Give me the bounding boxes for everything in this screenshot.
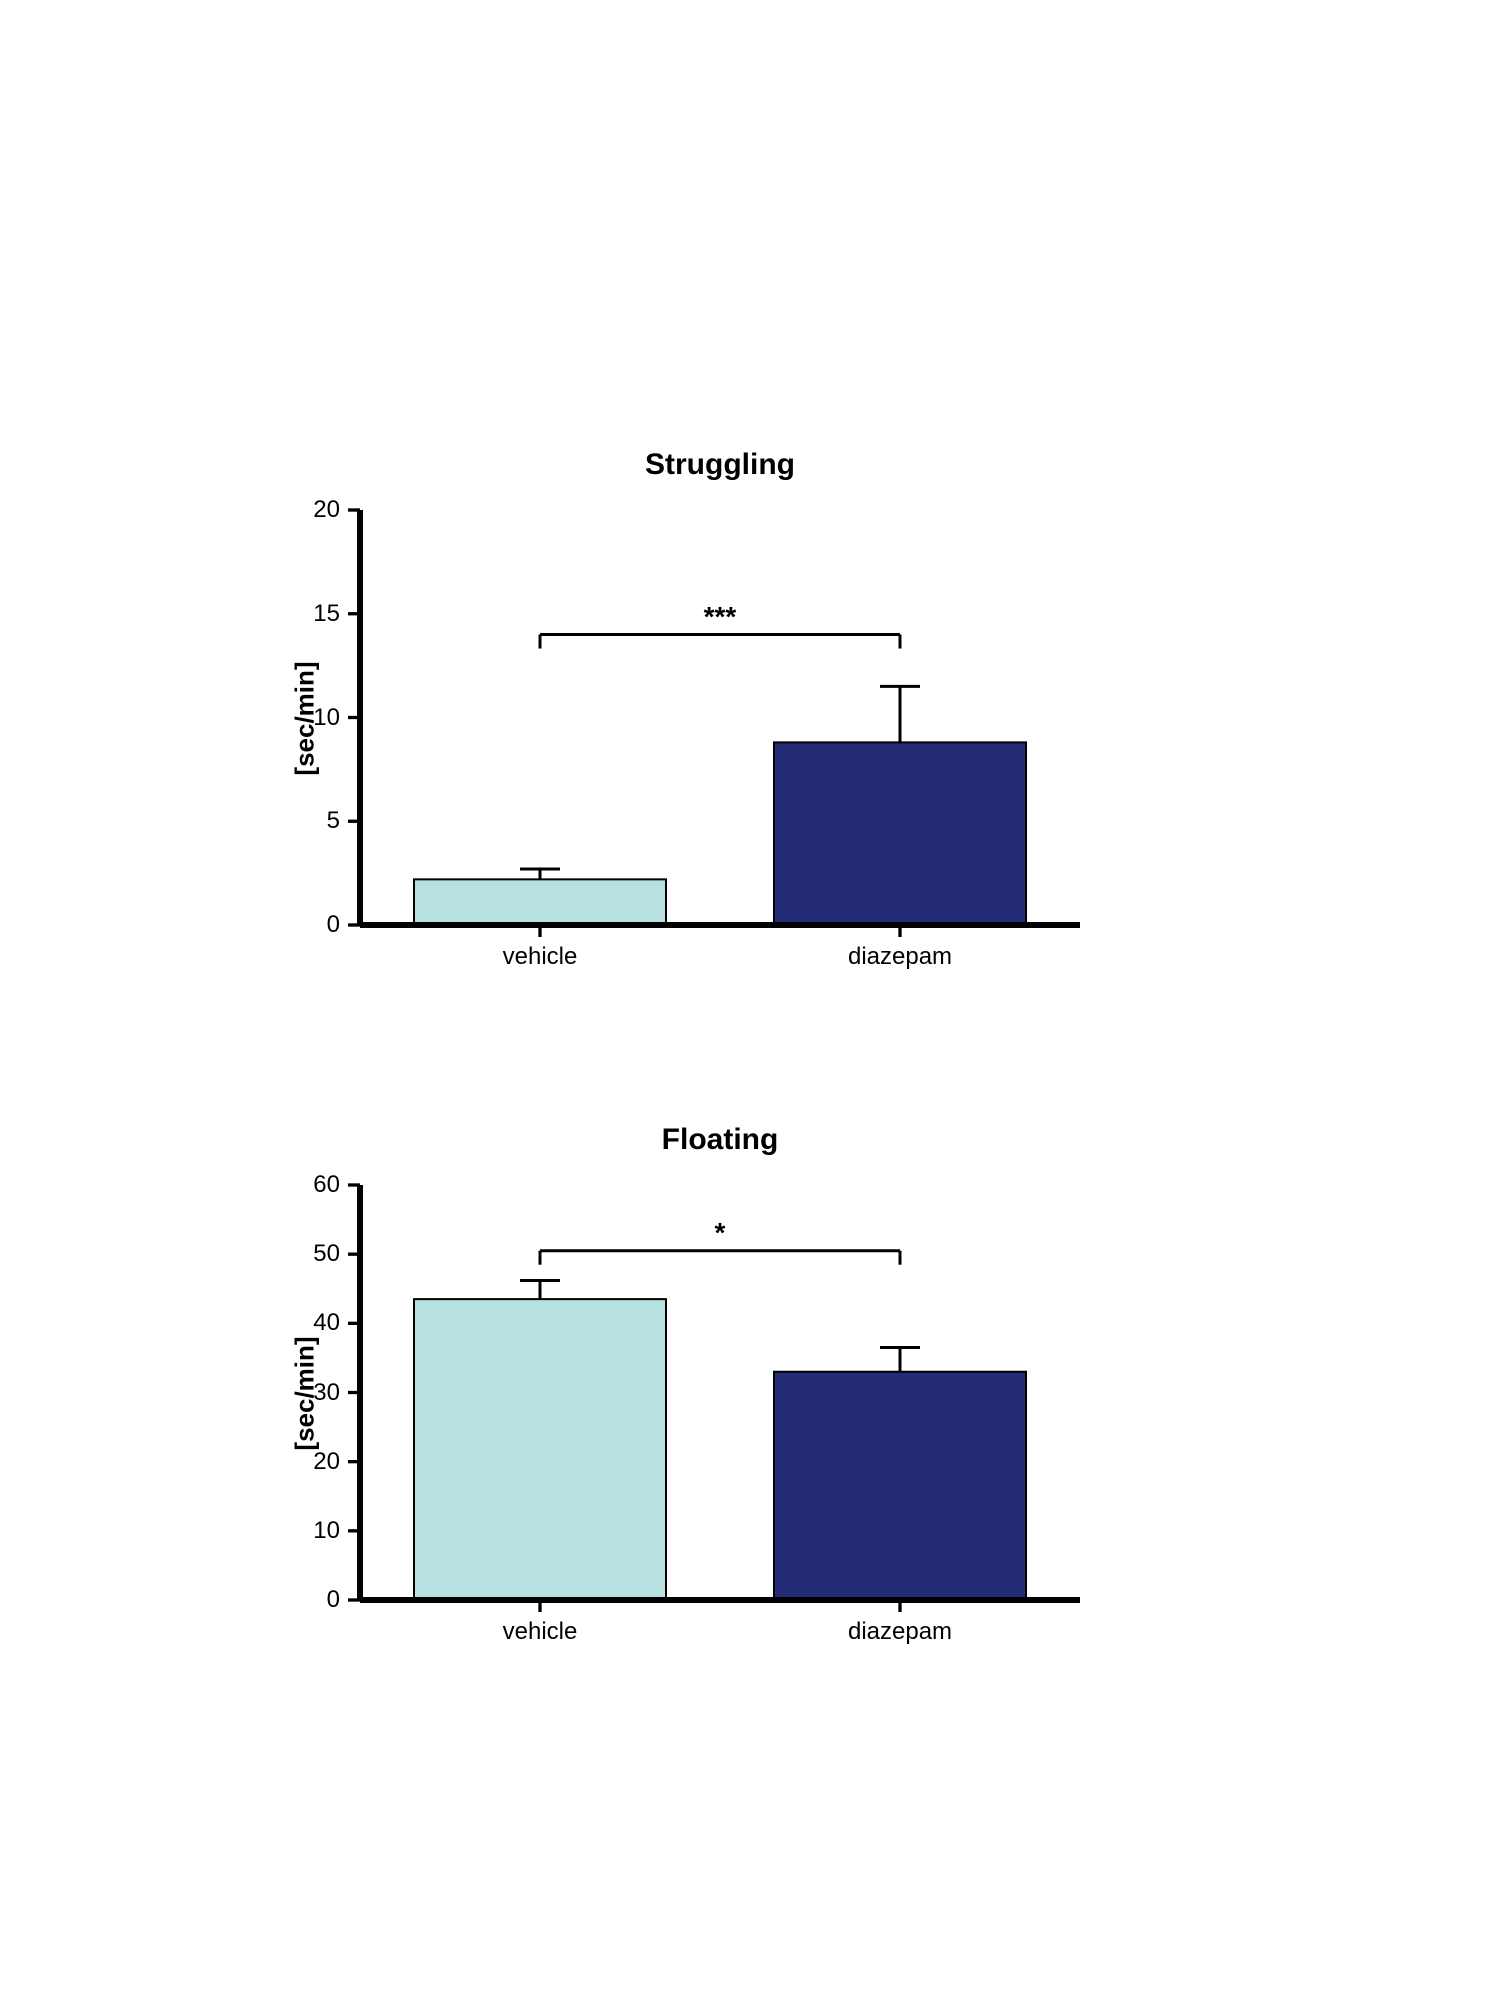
floating-yticklabel: 30 bbox=[290, 1379, 340, 1407]
floating-sig-label: * bbox=[670, 1217, 770, 1249]
floating-yticklabel: 50 bbox=[290, 1240, 340, 1268]
floating-xticklabel-vehicle: vehicle bbox=[450, 1618, 630, 1646]
struggling-yticklabel: 20 bbox=[290, 496, 340, 524]
struggling-plot bbox=[300, 450, 1140, 985]
struggling-yticklabel: 5 bbox=[290, 807, 340, 835]
floating-yticklabel: 20 bbox=[290, 1448, 340, 1476]
struggling-bar-vehicle bbox=[414, 879, 666, 925]
struggling-yticklabel: 10 bbox=[290, 704, 340, 732]
page: Struggling[sec/min]05101520vehiclediazep… bbox=[0, 0, 1500, 2000]
floating-plot bbox=[300, 1125, 1140, 1660]
struggling-bar-diazepam bbox=[774, 742, 1026, 925]
floating-yticklabel: 40 bbox=[290, 1309, 340, 1337]
floating-yticklabel: 60 bbox=[290, 1171, 340, 1199]
floating-bar-vehicle bbox=[414, 1299, 666, 1600]
floating-xticklabel-diazepam: diazepam bbox=[810, 1618, 990, 1646]
floating-yticklabel: 10 bbox=[290, 1517, 340, 1545]
floating-yticklabel: 0 bbox=[290, 1586, 340, 1614]
struggling-xticklabel-diazepam: diazepam bbox=[810, 943, 990, 971]
struggling-yticklabel: 0 bbox=[290, 911, 340, 939]
floating-bar-diazepam bbox=[774, 1372, 1026, 1600]
struggling-sig-label: *** bbox=[670, 601, 770, 633]
struggling-yticklabel: 15 bbox=[290, 600, 340, 628]
struggling-xticklabel-vehicle: vehicle bbox=[450, 943, 630, 971]
